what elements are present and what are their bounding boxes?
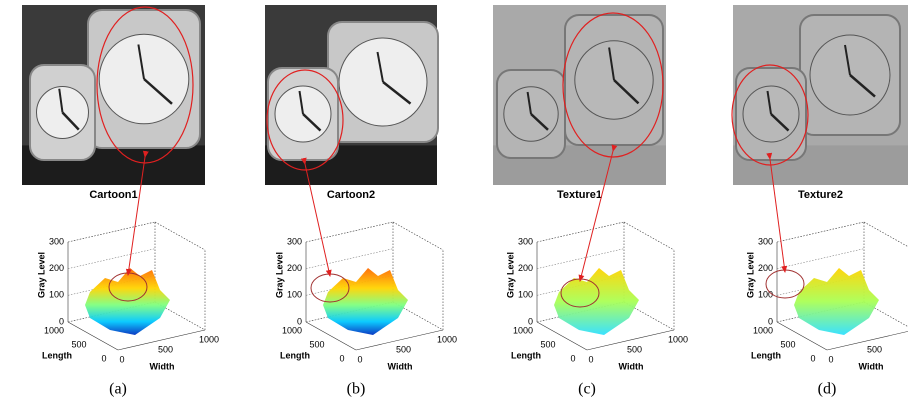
z-axis-label: Gray Level <box>36 252 46 298</box>
length-tick-label: 1000 <box>753 325 773 335</box>
z-tick-label: 100 <box>758 290 773 300</box>
panel-label: (d) <box>818 381 837 398</box>
length-axis-label: Length <box>751 350 781 360</box>
panel-label: (c) <box>578 381 596 398</box>
length-tick-label: 500 <box>71 339 86 349</box>
z-tick <box>777 249 864 269</box>
width-tick-label: 0 <box>357 354 362 364</box>
length-tick-label: 500 <box>780 339 795 349</box>
width-tick-label: 500 <box>158 344 173 354</box>
panel-label: (a) <box>109 381 127 398</box>
z-tick-label: 200 <box>287 263 302 273</box>
length-tick-label: 0 <box>570 353 575 363</box>
panel-title: Cartoon2 <box>327 189 375 201</box>
z-tick <box>306 249 393 269</box>
length-tick-label: 0 <box>101 353 106 363</box>
length-tick-label: 500 <box>540 339 555 349</box>
width-tick-label: 1000 <box>668 334 688 344</box>
length-tick-label: 1000 <box>282 325 302 335</box>
z-tick-label: 100 <box>287 290 302 300</box>
length-tick-label: 500 <box>309 339 324 349</box>
width-tick-label: 1000 <box>437 334 457 344</box>
width-tick-label: 500 <box>867 344 882 354</box>
width-axis-label: Width <box>859 361 884 371</box>
figure: Cartoon101002003000500100005001000Gray L… <box>0 0 908 401</box>
length-axis-label: Length <box>280 350 310 360</box>
highlight <box>766 270 804 298</box>
z-tick-label: 300 <box>758 236 773 246</box>
width-axis-label: Width <box>150 361 175 371</box>
axis-line <box>155 222 205 250</box>
width-tick-label: 0 <box>119 354 124 364</box>
z-tick-label: 300 <box>518 236 533 246</box>
surface <box>85 268 170 335</box>
axis-line <box>864 222 908 250</box>
length-tick-label: 0 <box>339 353 344 363</box>
width-axis-label: Width <box>388 361 413 371</box>
length-tick-label: 1000 <box>44 325 64 335</box>
panel-title: Cartoon1 <box>89 189 137 201</box>
width-tick-label: 500 <box>627 344 642 354</box>
length-axis-label: Length <box>511 350 541 360</box>
z-tick-label: 100 <box>49 290 64 300</box>
z-tick-label: 200 <box>758 263 773 273</box>
z-tick-label: 100 <box>518 290 533 300</box>
z-tick <box>777 222 864 242</box>
z-tick-label: 200 <box>49 263 64 273</box>
z-tick <box>68 222 155 242</box>
z-axis-label: Gray Level <box>745 252 755 298</box>
z-tick-label: 300 <box>49 236 64 246</box>
length-axis-label: Length <box>42 350 72 360</box>
width-tick-label: 0 <box>828 354 833 364</box>
surface <box>794 268 879 335</box>
z-axis-label: Gray Level <box>274 252 284 298</box>
panel-label: (b) <box>347 381 366 398</box>
width-tick-label: 500 <box>396 344 411 354</box>
width-tick-label: 1000 <box>199 334 219 344</box>
z-tick <box>537 222 624 242</box>
z-axis-label: Gray Level <box>505 252 515 298</box>
z-tick <box>537 249 624 269</box>
length-tick-label: 0 <box>810 353 815 363</box>
z-tick <box>68 249 155 269</box>
panel-title: Texture1 <box>557 189 602 201</box>
width-axis-label: Width <box>619 361 644 371</box>
z-tick-label: 300 <box>287 236 302 246</box>
axis-line <box>393 222 443 250</box>
panel-title: Texture2 <box>798 189 843 201</box>
surface <box>554 268 639 335</box>
length-tick-label: 1000 <box>513 325 533 335</box>
width-tick-label: 0 <box>588 354 593 364</box>
z-tick-label: 200 <box>518 263 533 273</box>
axis-line <box>624 222 674 250</box>
